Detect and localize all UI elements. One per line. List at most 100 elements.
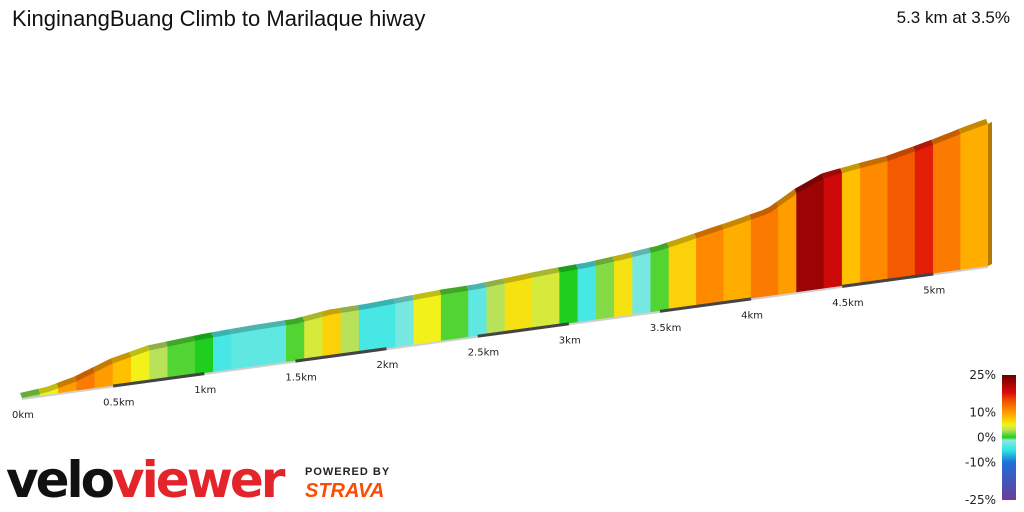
gradient-segment-28 bbox=[632, 252, 652, 315]
gradient-segment-37 bbox=[841, 167, 861, 287]
logo-velo: velo bbox=[6, 451, 115, 509]
baseline-km-marker bbox=[477, 322, 570, 338]
gradient-top-17 bbox=[393, 295, 414, 304]
gradient-top-19 bbox=[439, 285, 469, 295]
gradient-top-16 bbox=[357, 298, 396, 311]
gradient-top-37 bbox=[840, 163, 861, 174]
gradient-segment-16 bbox=[358, 303, 396, 353]
legend-label: 0% bbox=[977, 431, 996, 445]
gradient-segment-38 bbox=[860, 160, 889, 284]
gradient-segment-30 bbox=[668, 237, 697, 310]
gradient-top-32 bbox=[721, 214, 752, 230]
gradient-segment-15 bbox=[340, 309, 360, 355]
veloviewer-logo: veloviewer bbox=[6, 451, 285, 509]
gradient-segment-3 bbox=[76, 371, 96, 391]
gradient-top-14 bbox=[320, 308, 341, 317]
baseline-km-marker bbox=[112, 372, 205, 388]
gradient-top-2 bbox=[56, 376, 77, 389]
gradient-top-31 bbox=[694, 224, 724, 239]
x-tick-label: 2km bbox=[377, 360, 399, 371]
gradient-segment-25 bbox=[577, 265, 597, 323]
gradient-top-11 bbox=[229, 320, 287, 335]
gradient-segment-35 bbox=[796, 177, 825, 293]
legend-color-bar bbox=[1002, 375, 1016, 500]
gradient-segment-36 bbox=[823, 172, 843, 289]
legend-label: 25% bbox=[969, 368, 996, 382]
x-tick-label: 1km bbox=[194, 385, 216, 396]
branding: veloviewer POWERED BY STRAVA bbox=[6, 452, 426, 508]
gradient-segment-10 bbox=[213, 333, 232, 373]
gradient-legend: 25% 10% 0% -10% -25% bbox=[965, 368, 1016, 507]
logo-viewer: viewer bbox=[112, 451, 285, 509]
gradient-top-8 bbox=[165, 335, 196, 347]
x-tick-label: 3km bbox=[559, 335, 581, 346]
gradient-top-39 bbox=[885, 146, 916, 162]
gradient-segment-24 bbox=[559, 268, 579, 325]
x-tick-label: 3.5km bbox=[650, 323, 681, 334]
gradient-top-1 bbox=[38, 383, 59, 394]
gradient-segment-32 bbox=[723, 219, 752, 303]
gradient-segment-33 bbox=[750, 206, 779, 299]
legend-label: -10% bbox=[965, 456, 996, 470]
gradient-segment-27 bbox=[614, 256, 633, 318]
page-title: KinginangBuang Climb to Marilaque hiway bbox=[12, 6, 426, 31]
gradient-segment-26 bbox=[595, 261, 615, 320]
gradient-top-22 bbox=[503, 272, 533, 284]
x-tick-label: 4.5km bbox=[832, 298, 863, 309]
gradient-top-41 bbox=[931, 128, 961, 145]
gradient-top-33 bbox=[749, 201, 779, 220]
gradient-segment-18 bbox=[413, 294, 442, 345]
baseline-km-marker bbox=[295, 347, 387, 363]
gradient-segment-21 bbox=[486, 283, 506, 335]
gradient-segment-31 bbox=[696, 228, 725, 307]
gradient-segment-9 bbox=[194, 337, 214, 375]
gradient-top-38 bbox=[858, 156, 888, 169]
gradient-top-10 bbox=[211, 329, 232, 338]
x-tick-label: 5km bbox=[923, 286, 945, 297]
gradient-top-3 bbox=[74, 367, 95, 382]
gradient-segment-34 bbox=[778, 193, 797, 295]
gradient-top-25 bbox=[575, 260, 597, 270]
gradient-top-36 bbox=[822, 168, 843, 179]
gradient-top-28 bbox=[630, 247, 651, 258]
gradient-top-0 bbox=[20, 388, 41, 398]
baseline-km-marker bbox=[659, 297, 752, 313]
gradient-segment-39 bbox=[887, 151, 916, 281]
gradient-top-12 bbox=[284, 316, 305, 326]
gradient-segment-20 bbox=[468, 286, 488, 338]
gradient-top-30 bbox=[667, 233, 697, 248]
gradient-top-24 bbox=[557, 264, 578, 273]
gradient-top-27 bbox=[612, 252, 633, 262]
gradient-segment-12 bbox=[285, 321, 305, 363]
x-tick-label: 0.5km bbox=[103, 398, 134, 409]
gradient-top-5 bbox=[111, 351, 132, 364]
x-tick-label: 1.5km bbox=[285, 373, 316, 384]
legend-label: -25% bbox=[965, 493, 996, 507]
gradient-segment-29 bbox=[650, 247, 670, 313]
profile-layer bbox=[20, 118, 992, 399]
gradient-top-35 bbox=[794, 173, 824, 194]
legend-label: 10% bbox=[969, 406, 996, 420]
x-tick-label: 2.5km bbox=[468, 348, 499, 359]
gradient-segment-8 bbox=[167, 340, 196, 379]
gradient-top-29 bbox=[648, 242, 669, 253]
gradient-top-9 bbox=[193, 332, 214, 341]
gradient-top-6 bbox=[129, 345, 150, 357]
gradient-segment-22 bbox=[504, 277, 533, 333]
gradient-segment-17 bbox=[395, 299, 415, 348]
gradient-top-34 bbox=[776, 188, 797, 207]
baseline-layer bbox=[22, 266, 988, 400]
gradient-segment-42 bbox=[960, 123, 989, 271]
x-tick-label: 0km bbox=[12, 410, 34, 421]
gradient-top-21 bbox=[484, 278, 505, 288]
gradient-top-40 bbox=[913, 139, 934, 152]
baseline-km-marker bbox=[841, 272, 934, 288]
gradient-segment-7 bbox=[149, 346, 169, 381]
gradient-top-18 bbox=[411, 289, 442, 301]
powered-by-label: POWERED BY bbox=[305, 466, 391, 478]
gradient-top-4 bbox=[92, 358, 114, 373]
gradient-top-7 bbox=[147, 341, 168, 351]
gradient-segment-19 bbox=[440, 290, 469, 342]
gradient-top-13 bbox=[302, 311, 323, 322]
